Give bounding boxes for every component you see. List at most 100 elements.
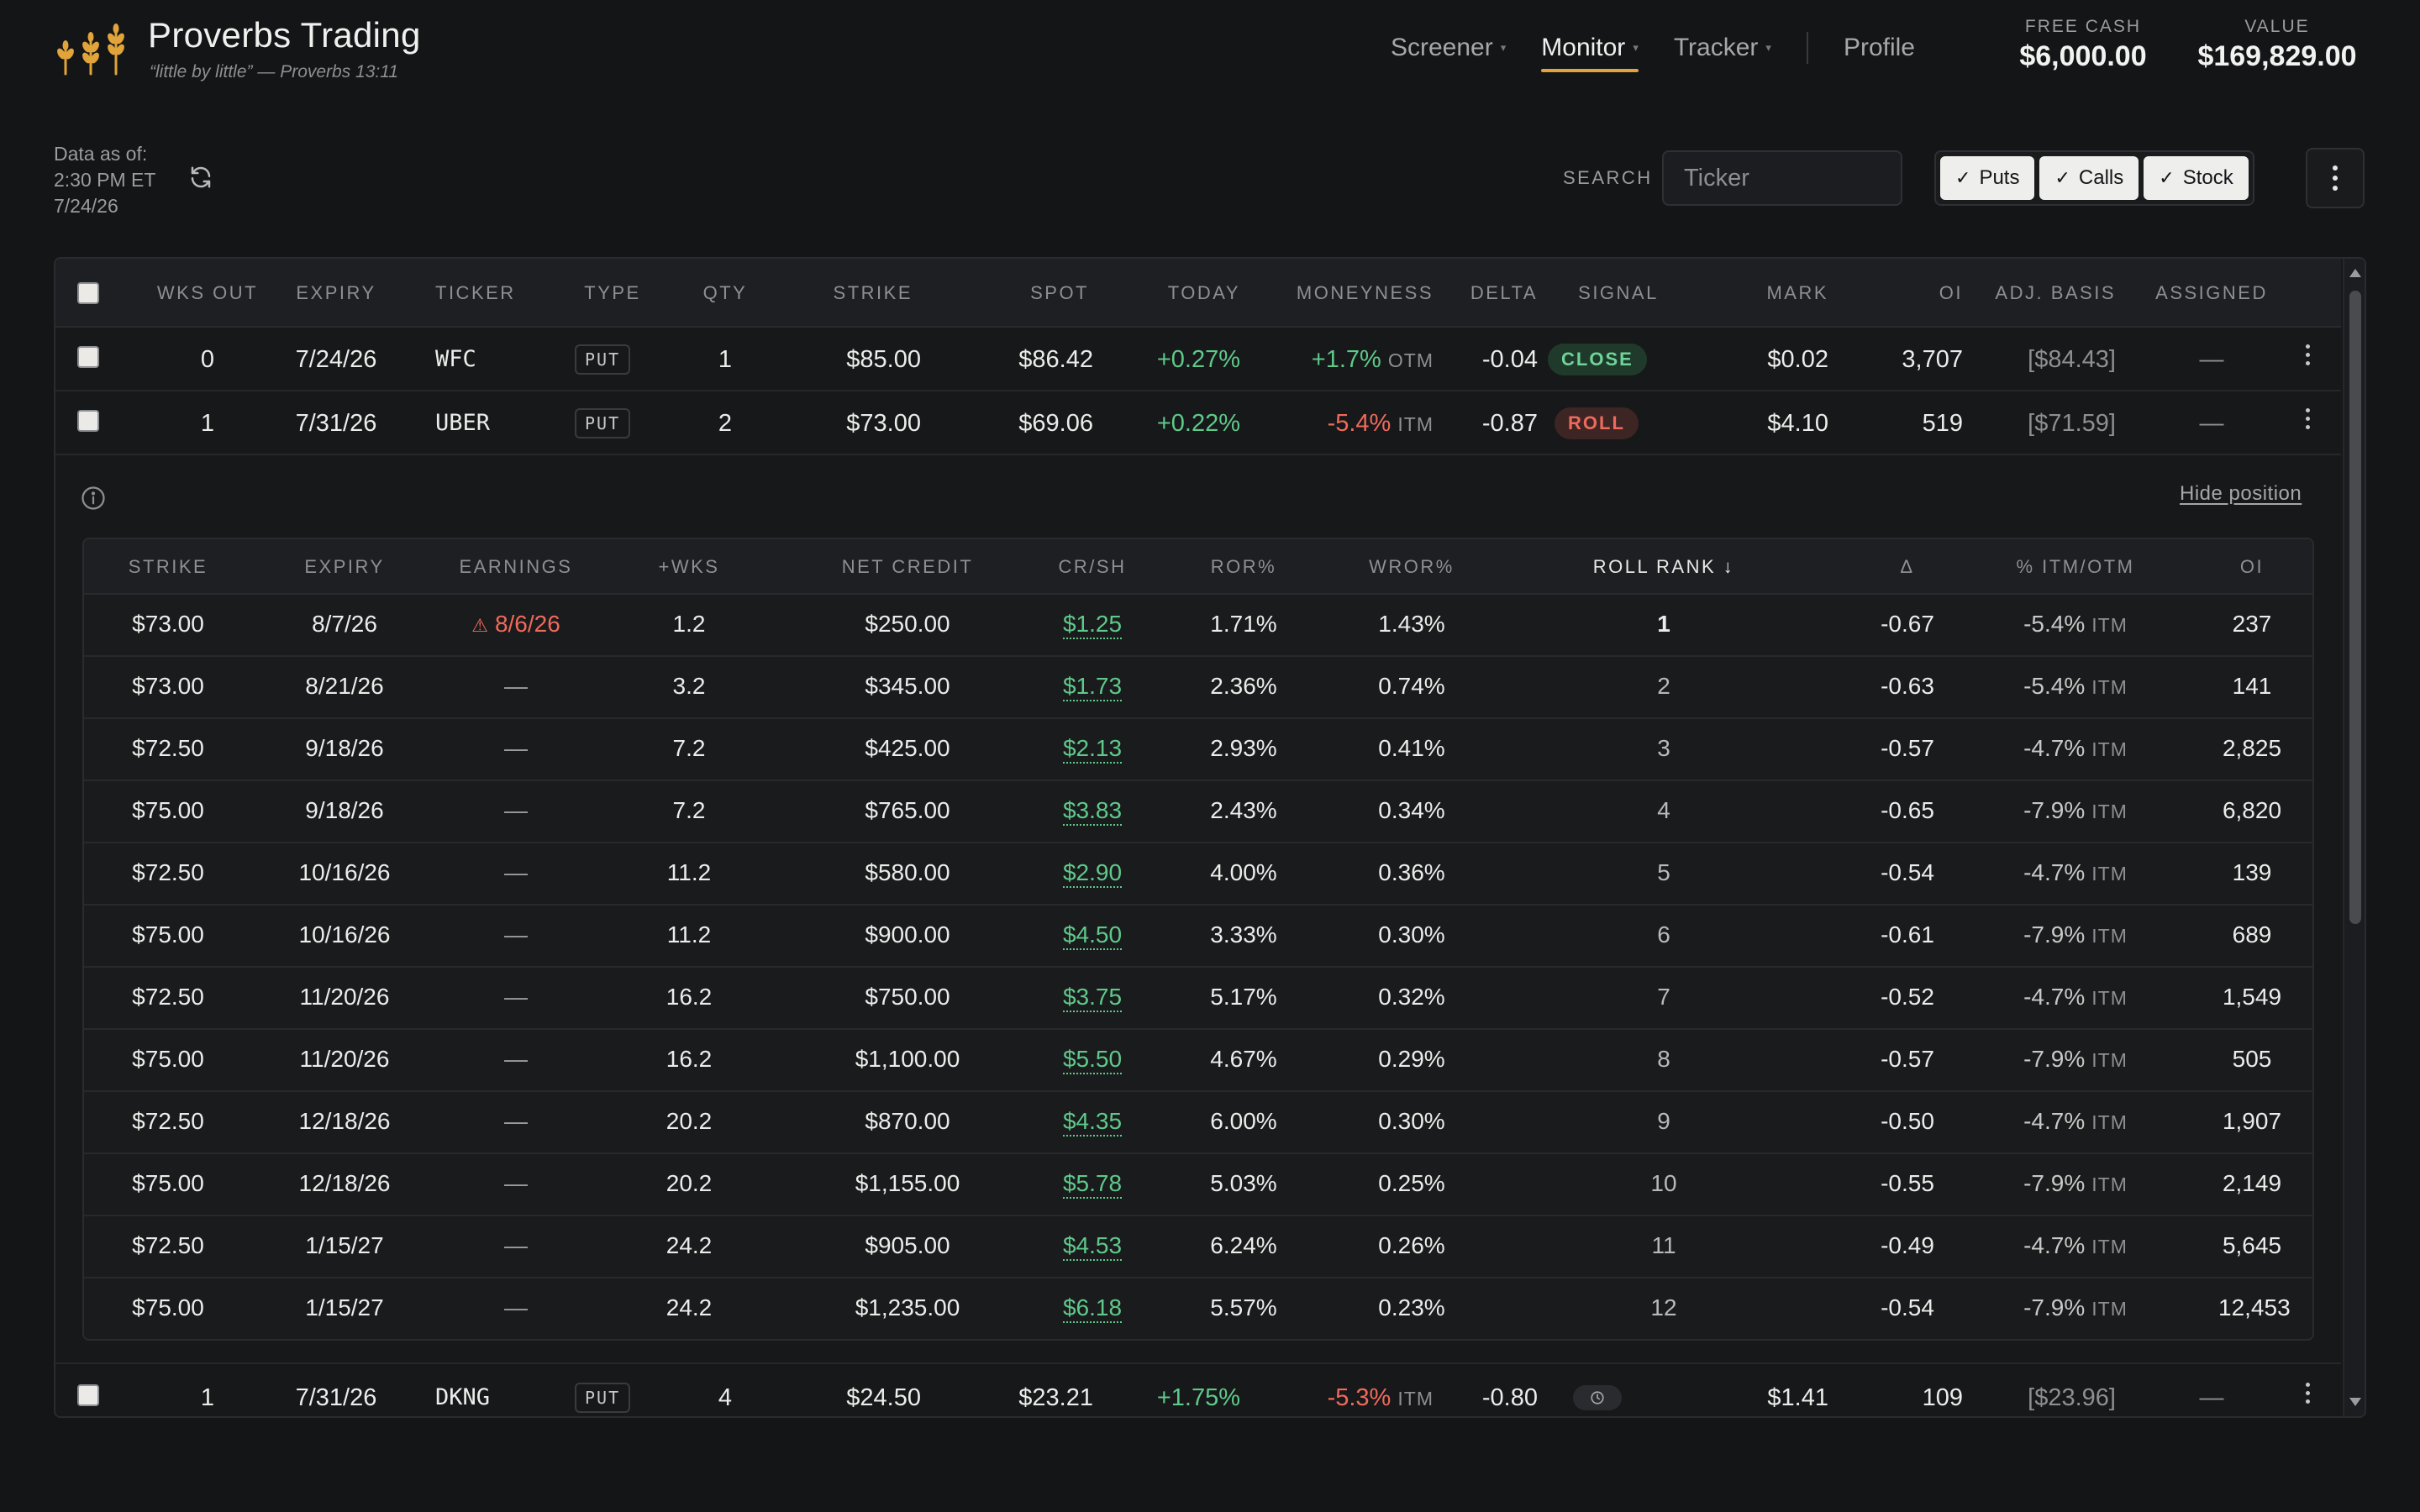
col-earnings[interactable]: EARNINGS [459,556,573,577]
col-strike[interactable]: STRIKE [128,556,208,577]
roll-candidate-row[interactable]: $75.00 12/18/26 — 20.2 $1,155.00 $5.78 5.03% 0.… [84,1154,2312,1216]
position-row-wfc[interactable]: 0 7/24/26 WFC PUT 1 $85.00 $86.42 +0.27%… [55,328,2341,391]
col-moneyness[interactable]: MONEYNESS [1296,282,1434,303]
roll-candidate-row[interactable]: $75.00 1/15/27 — 24.2 $1,235.00 $6.18 5.57% 0.2… [84,1278,2312,1339]
roll-candidate-row[interactable]: $75.00 9/18/26 — 7.2 $765.00 $3.83 2.43% 0.34% 4… [84,781,2312,843]
row-menu-icon[interactable] [2303,1383,2312,1404]
credit-per-share-value[interactable]: $4.53 [1062,1232,1123,1261]
col-signal[interactable]: SIGNAL [1578,282,1659,303]
filter-calls-label: Calls [2078,166,2124,189]
scrollbar-thumb[interactable] [2349,291,2361,924]
col-roll-rank-sorted[interactable]: ROLL RANK ↓ [1592,556,1735,577]
row-checkbox[interactable] [77,1384,99,1406]
nav-profile[interactable]: Profile [1843,34,1915,61]
nav-monitor[interactable]: Monitor ▾ [1541,34,1639,72]
pct-itm-otm: -4.7% ITM [1966,735,2185,762]
ror: 4.00% [1210,859,1277,885]
pct-itm-otm: -5.4% ITM [1966,611,2185,638]
roll-rank: 1 [1657,611,1670,637]
pct-tag: ITM [2091,1173,2128,1195]
credit-per-share-value[interactable]: $4.35 [1062,1108,1123,1137]
credit-per-share-value[interactable]: $3.75 [1062,984,1123,1012]
nav-screener[interactable]: Screener ▾ [1391,34,1506,71]
roll-candidate-row[interactable]: $72.50 1/15/27 — 24.2 $905.00 $4.53 6.24% 0.26%… [84,1216,2312,1278]
credit-per-share-value[interactable]: $6.18 [1062,1294,1123,1323]
filter-stock-toggle[interactable]: ✓ Stock [2144,156,2249,200]
col-expiry[interactable]: EXPIRY [304,556,385,577]
col-strike[interactable]: STRIKE [833,282,913,303]
roll-candidate-row[interactable]: $72.50 9/18/26 — 7.2 $425.00 $2.13 2.93% 0.41% 3… [84,719,2312,781]
refresh-icon[interactable] [188,165,213,190]
filter-puts-toggle[interactable]: ✓ Puts [1940,156,2035,200]
credit-per-share: $2.90 [1034,859,1151,888]
credit-per-share-value[interactable]: $5.50 [1062,1046,1123,1074]
nav-tracker[interactable]: Tracker ▾ [1674,34,1771,71]
strike: $73.00 [846,410,921,437]
warning-icon: ⚠ [471,615,488,636]
moneyness-value: -5.4% [1327,410,1392,437]
pct-tag: ITM [2091,676,2128,698]
col-type[interactable]: TYPE [584,282,641,303]
col-expiry[interactable]: EXPIRY [296,282,376,303]
scroll-down-arrow-icon[interactable] [2349,1398,2361,1406]
col-oi[interactable]: OI [2239,556,2265,577]
credit-per-share-value[interactable]: $2.90 [1062,859,1123,888]
col-assigned[interactable]: ASSIGNED [2155,282,2268,303]
col-mark[interactable]: MARK [1766,282,1828,303]
roll-candidate-row[interactable]: $75.00 10/16/26 — 11.2 $900.00 $4.50 3.33% 0.30… [84,906,2312,968]
pct-value: -4.7% [2023,735,2086,761]
credit-per-share-value[interactable]: $3.83 [1062,797,1123,826]
col-qty[interactable]: QTY [702,282,748,303]
info-icon[interactable] [81,486,106,511]
free-cash-label: FREE CASH [2024,17,2142,36]
row-menu-icon[interactable] [2303,408,2312,429]
col-cr-sh[interactable]: CR/SH [1058,556,1127,577]
wror: 0.32% [1378,984,1445,1010]
roll-candidate-row[interactable]: $73.00 8/7/26 ⚠ 8/6/26 1.2 $250.00 $1.25 1.71% 1… [84,595,2312,657]
ticker-search-input[interactable] [1662,150,1902,206]
col-delta[interactable]: DELTA [1470,282,1538,303]
row-checkbox[interactable] [77,410,99,432]
row-checkbox[interactable] [77,346,99,368]
pct-value: -7.9% [2023,797,2086,823]
ticker[interactable]: UBER [435,410,491,436]
col-ticker[interactable]: TICKER [435,282,516,303]
more-options-button[interactable] [2306,148,2365,208]
credit-per-share-value[interactable]: $5.78 [1062,1170,1123,1199]
col-plus-wks[interactable]: +WKS [658,556,720,577]
expiry: 11/20/26 [299,984,390,1010]
row-menu-icon[interactable] [2303,344,2312,365]
ticker[interactable]: DKNG [435,1384,491,1410]
roll-candidate-row[interactable]: $73.00 8/21/26 — 3.2 $345.00 $1.73 2.36% 0.74% 2… [84,657,2312,719]
col-today[interactable]: TODAY [1167,282,1240,303]
col-ror[interactable]: ROR% [1210,556,1277,577]
col-delta[interactable]: Δ [1900,556,1915,577]
filter-calls-toggle[interactable]: ✓ Calls [2039,156,2139,200]
select-all-checkbox[interactable] [77,282,99,304]
roll-candidate-row[interactable]: $72.50 12/18/26 — 20.2 $870.00 $4.35 6.00% 0.30… [84,1092,2312,1154]
table-scrollbar[interactable] [2343,259,2365,1416]
col-oi[interactable]: OI [1939,282,1963,303]
scroll-up-arrow-icon[interactable] [2349,269,2361,277]
col-wks-out[interactable]: WKS OUT [156,282,259,303]
hide-position-link[interactable]: Hide position [2180,482,2302,505]
ror: 6.00% [1210,1108,1277,1134]
position-row-dkng[interactable]: 1 7/31/26 DKNG PUT 4 $24.50 $23.21 +1.75… [55,1366,2341,1416]
credit-per-share-value[interactable]: $1.73 [1062,673,1123,701]
expiry: 9/18/26 [305,797,384,823]
col-pct-itm-otm[interactable]: % ITM/OTM [2016,556,2135,577]
roll-candidate-row[interactable]: $75.00 11/20/26 — 16.2 $1,100.00 $5.50 4.67% 0.… [84,1030,2312,1092]
col-net-credit[interactable]: NET CREDIT [841,556,974,577]
position-row-uber[interactable]: 1 7/31/26 UBER PUT 2 $73.00 $69.06 +0.22… [55,391,2341,455]
ticker[interactable]: WFC [435,346,476,372]
credit-per-share-value[interactable]: $2.13 [1062,735,1123,764]
earnings-date: — [504,984,528,1010]
roll-candidate-row[interactable]: $72.50 11/20/26 — 16.2 $750.00 $3.75 5.17% 0.32… [84,968,2312,1030]
credit-per-share-value[interactable]: $4.50 [1062,921,1123,950]
credit-per-share-value[interactable]: $1.25 [1062,611,1123,639]
col-spot[interactable]: SPOT [1030,282,1089,303]
col-wror[interactable]: WROR% [1369,556,1455,577]
roll-candidate-row[interactable]: $72.50 10/16/26 — 11.2 $580.00 $2.90 4.00% 0.36… [84,843,2312,906]
pct-itm-otm: -4.7% ITM [1966,859,2185,886]
col-adj-basis[interactable]: ADJ. BASIS [1995,282,2116,303]
